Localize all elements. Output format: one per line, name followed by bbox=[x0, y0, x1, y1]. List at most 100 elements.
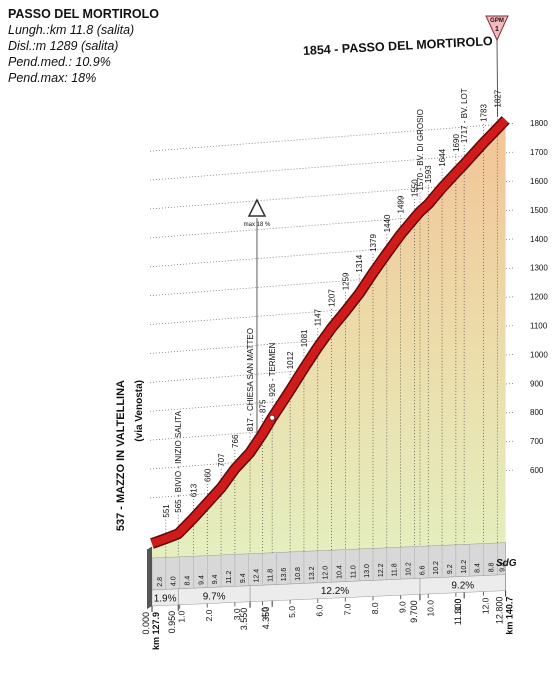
x-tick-label: 9.0 bbox=[398, 601, 408, 613]
point-label: 1690 bbox=[452, 134, 461, 152]
segment-label: 1.9% bbox=[154, 593, 177, 604]
gradient-label: 11.8 bbox=[267, 569, 274, 582]
gradient-label: 4.0 bbox=[171, 576, 178, 586]
gradient-label: 12.2 bbox=[378, 563, 385, 577]
x-tick-label: 8.0 bbox=[370, 602, 380, 614]
km-marker-label: 3.550 bbox=[239, 608, 249, 631]
x-tick-label: 11.0 bbox=[453, 599, 463, 615]
gradient-label: 9.4 bbox=[198, 575, 205, 585]
km-marker-label: 4.350 bbox=[261, 607, 271, 630]
grid-line bbox=[149, 209, 516, 239]
point-label: 1012 bbox=[286, 351, 295, 369]
gradient-label: 10.8 bbox=[295, 567, 302, 581]
header-line: Pend.max: 18% bbox=[8, 71, 97, 85]
y-tick-label: 1500 bbox=[530, 206, 548, 215]
gradient-label: 11.2 bbox=[226, 570, 233, 583]
point-dot bbox=[269, 414, 276, 421]
gradient-label: 10.4 bbox=[336, 565, 343, 579]
x-tick-label: 2.0 bbox=[204, 609, 214, 621]
x-tick-label: 10.0 bbox=[425, 600, 435, 617]
point-label: 926 - TERMEN bbox=[268, 342, 277, 396]
gradient-label: 10.2 bbox=[406, 562, 413, 576]
gradient-label: 8.8 bbox=[488, 562, 495, 572]
point-label: 1783 bbox=[480, 104, 489, 122]
km-marker-label: 0.950 bbox=[167, 611, 177, 634]
point-label: 1550 bbox=[410, 179, 419, 197]
grid-line bbox=[149, 180, 516, 210]
gradient-label: 8.4 bbox=[185, 576, 192, 586]
point-label: 1081 bbox=[300, 329, 309, 347]
x-tick-label: 5.0 bbox=[287, 606, 297, 618]
segment-label: 12.2% bbox=[321, 586, 349, 597]
y-tick-label: 1800 bbox=[530, 119, 548, 128]
gradient-label: 10.2 bbox=[433, 561, 440, 575]
km-marker-label: 12.800 bbox=[495, 597, 505, 625]
km-marker-label: 11.300 bbox=[453, 598, 463, 625]
gradient-label: 2.8 bbox=[157, 577, 164, 587]
point-label: 1717 - BV. LOT bbox=[460, 88, 469, 143]
gradient-label: 9.4 bbox=[499, 562, 506, 572]
start-label: 537 - MAZZO IN VALTELLINA bbox=[115, 380, 127, 531]
start-note: (via Venosta) bbox=[134, 380, 145, 442]
x-tick-label: 12.0 bbox=[481, 597, 491, 614]
point-label: 1147 bbox=[314, 308, 323, 326]
point-label: 1314 bbox=[355, 254, 364, 272]
badge-triangle bbox=[485, 15, 509, 42]
grid-line bbox=[149, 296, 516, 325]
grid-line bbox=[149, 267, 516, 297]
gradient-label: 11.0 bbox=[350, 565, 357, 578]
badge-text: GPM bbox=[490, 18, 504, 24]
header: PASSO DEL MORTIROLO Lungh.:km 11.8 (sali… bbox=[8, 6, 208, 94]
point-label: 565 - BIVIO - INIZIO SALITA bbox=[174, 410, 183, 512]
gradient-label: 12.4 bbox=[254, 569, 261, 583]
y-tick-label: 1100 bbox=[530, 322, 548, 331]
max-marker-label: max 18 % bbox=[244, 222, 271, 228]
gradient-label: 13.2 bbox=[309, 566, 316, 580]
y-tick-label: 1200 bbox=[530, 293, 548, 302]
y-tick-label: 700 bbox=[530, 437, 544, 446]
x-tick-label: 7.0 bbox=[342, 603, 352, 615]
y-tick-label: 1000 bbox=[530, 350, 548, 359]
summit-line bbox=[496, 39, 498, 117]
gradient-label: 6.6 bbox=[419, 565, 426, 575]
km-marker-sublabel: km 127.9 bbox=[151, 612, 161, 650]
y-tick-label: 1300 bbox=[530, 264, 548, 273]
gradient-label: 12.0 bbox=[323, 566, 330, 580]
point-label: 1499 bbox=[397, 195, 406, 213]
y-tick-label: 600 bbox=[530, 466, 544, 475]
logo: SdG bbox=[496, 558, 517, 569]
gradient-label: 9.4 bbox=[240, 573, 247, 583]
point-label: 551 bbox=[162, 504, 171, 518]
gradient-label: 10.2 bbox=[461, 560, 468, 574]
gradient-label: 13.6 bbox=[281, 568, 288, 582]
point-label: 1379 bbox=[369, 234, 378, 252]
max-marker-sign bbox=[247, 198, 267, 217]
gradient-label: 8.4 bbox=[475, 563, 482, 573]
point-label: 766 bbox=[231, 434, 240, 448]
y-tick-label: 800 bbox=[530, 408, 544, 417]
point-label: 1259 bbox=[341, 272, 350, 290]
badge-number: 1 bbox=[495, 26, 499, 33]
y-tick-label: 1700 bbox=[530, 148, 548, 157]
x-tick-label: 6.0 bbox=[315, 605, 325, 617]
x-tick-label: 4.0 bbox=[260, 607, 270, 619]
segment-label: 9.7% bbox=[203, 591, 226, 602]
point-label: 875 bbox=[259, 399, 268, 413]
header-line: Disl.:m 1289 (salita) bbox=[8, 39, 119, 53]
gradient-label: 9.2 bbox=[447, 564, 454, 574]
km-marker-sublabel: km 140.7 bbox=[505, 597, 515, 635]
point-label: 1440 bbox=[383, 214, 392, 232]
header-title: PASSO DEL MORTIROLO bbox=[8, 7, 159, 21]
grid-line bbox=[149, 238, 516, 268]
gradient-label: 13.0 bbox=[364, 564, 371, 578]
profile-line bbox=[150, 117, 509, 548]
gradient-label: 11.8 bbox=[392, 563, 399, 576]
grid-line bbox=[149, 151, 516, 181]
point-label: 1593 bbox=[424, 165, 433, 183]
point-label: 660 bbox=[203, 468, 212, 482]
x-tick-label: 1.0 bbox=[177, 611, 187, 623]
km-marker-label: 9.700 bbox=[409, 600, 419, 623]
header-line: Pend.med.: 10.9% bbox=[8, 55, 111, 69]
